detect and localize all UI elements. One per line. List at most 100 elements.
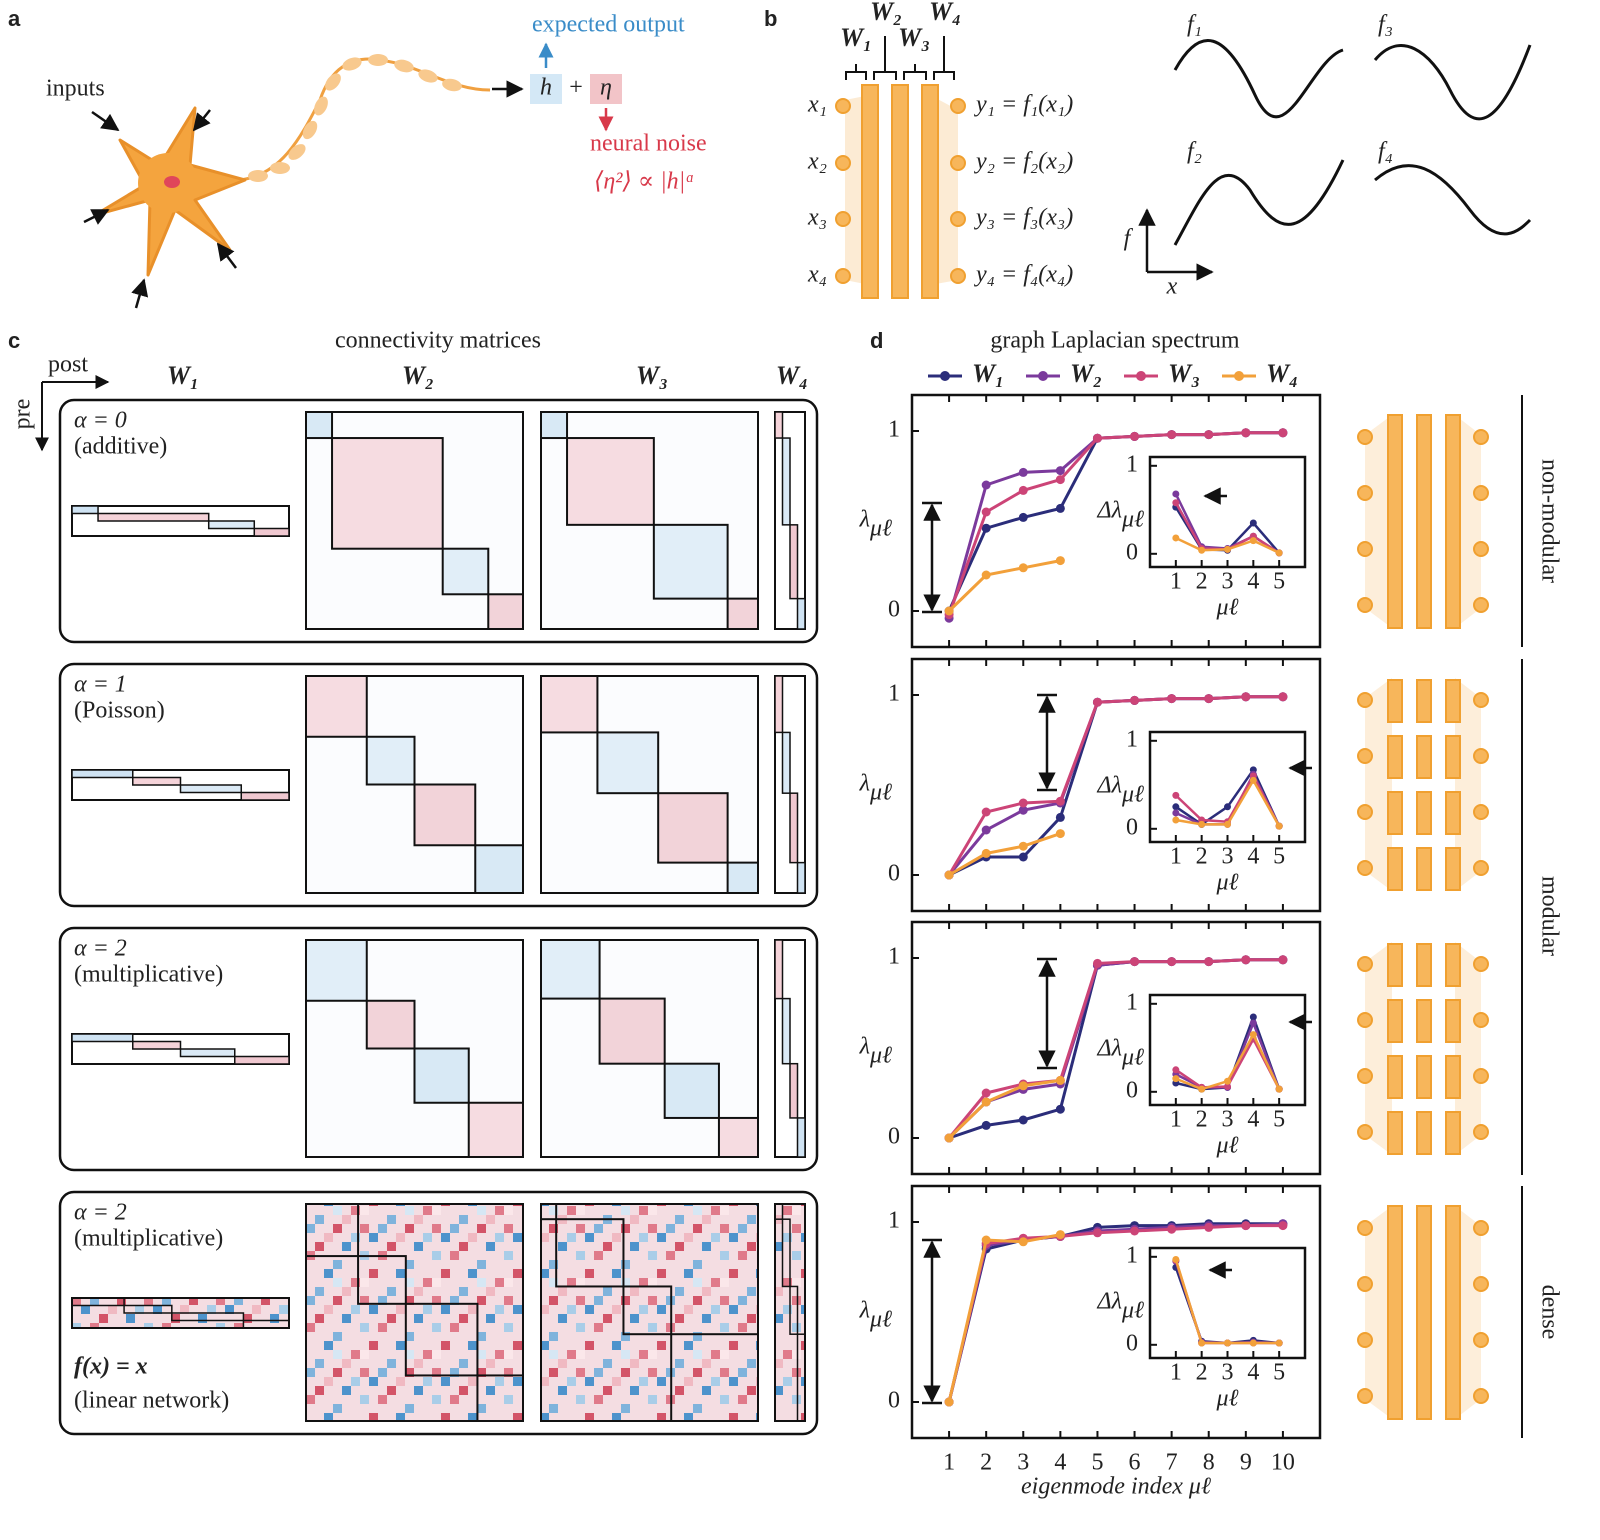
data-point (1055, 466, 1065, 476)
strip-block (240, 791, 290, 801)
y-axis-label-sub: μℓ (1121, 782, 1144, 808)
data-point (1055, 503, 1065, 513)
legend-marker (1038, 371, 1048, 381)
block-outline (404, 1302, 479, 1377)
block-outline (413, 1047, 470, 1104)
net-node (1473, 1124, 1489, 1140)
y-axis-label-sub: μℓ (1121, 507, 1144, 533)
data-point (1092, 1228, 1102, 1238)
net-bar (1445, 414, 1461, 629)
network-b (835, 36, 1532, 299)
net-node (1473, 541, 1489, 557)
matrix-block (306, 412, 333, 439)
net-node (1473, 860, 1489, 876)
data-point (1204, 430, 1214, 440)
block-outline (305, 411, 334, 440)
net-bar (1416, 679, 1432, 723)
net-node (1357, 860, 1373, 876)
matrix-block (541, 676, 598, 733)
data-point (981, 1235, 991, 1245)
data-point (1018, 512, 1028, 522)
net-node (1357, 485, 1373, 501)
matrix-block (468, 1102, 523, 1157)
net-node (1473, 1068, 1489, 1084)
matrix-block (653, 524, 728, 599)
function-label: f₂ (1187, 139, 1202, 165)
x-tick-label: 3 (1222, 1360, 1234, 1386)
data-point (1130, 695, 1140, 705)
data-point (1055, 1104, 1065, 1114)
net-node (1357, 1388, 1373, 1404)
panel-title: graph Laplacian spectrum (990, 328, 1240, 354)
function-label: f₃ (1378, 12, 1393, 38)
net-bar (1387, 999, 1403, 1043)
x-tick-label: 5 (1273, 569, 1285, 595)
data-point (1172, 534, 1180, 542)
data-point (1204, 694, 1214, 704)
y-tick-label: 1 (888, 417, 900, 443)
block-outline (596, 731, 660, 795)
net-bar (1445, 847, 1461, 891)
net-bar (1387, 847, 1403, 891)
net-node (1357, 804, 1373, 820)
column-label: W₂ (402, 361, 434, 390)
data-point (1055, 812, 1065, 822)
y-tick-label: 1 (1126, 1242, 1138, 1268)
pre-label: pre (10, 399, 36, 430)
data-point (1172, 1066, 1180, 1074)
x-tick-label: 3 (1222, 1107, 1234, 1133)
matrix-block (366, 736, 415, 785)
data-point (1278, 955, 1288, 965)
y-tick-label: 0 (1126, 539, 1138, 565)
x-tick-label: 1 (1170, 1360, 1182, 1386)
strip-block (97, 512, 210, 522)
x-tick-label: 3 (1222, 569, 1234, 595)
side-label: dense (1536, 1285, 1562, 1340)
y-tick-label: 0 (888, 861, 900, 887)
data-point (1275, 1339, 1283, 1347)
function-label: f₁ (1187, 12, 1202, 38)
net-bar (1416, 1205, 1432, 1420)
data-point (981, 480, 991, 490)
data-point (1198, 546, 1206, 554)
alpha-label: α = 0 (74, 408, 127, 434)
block-outline (540, 939, 601, 1000)
data-point (1172, 1075, 1180, 1083)
net-bar (1387, 791, 1403, 835)
data-point (1167, 430, 1177, 440)
data-point (1224, 803, 1231, 811)
block-outline (476, 1374, 524, 1423)
net-node (1473, 1332, 1489, 1348)
output-label: y₂ = f₂(x₂) (974, 149, 1073, 175)
alpha-label: α = 1 (74, 672, 127, 698)
strip-block (774, 411, 784, 439)
block-outline (365, 735, 416, 786)
inputs-label: inputs (46, 76, 105, 102)
strip-block (234, 1055, 290, 1065)
legend-marker (1234, 371, 1244, 381)
data-point (1130, 1226, 1140, 1236)
matrix-block (727, 862, 758, 893)
x-tick-label: 4 (1247, 1360, 1259, 1386)
block-outline (622, 1285, 673, 1336)
y-axis-label: Δλ (1097, 1289, 1122, 1315)
y-tick-label: 1 (888, 1208, 900, 1234)
x-axis-label: μℓ (1215, 870, 1238, 896)
series-line (948, 832, 1061, 877)
matrix-bg (540, 1203, 759, 1422)
net-node (1357, 956, 1373, 972)
panel-label: a (8, 6, 21, 31)
strip-block (781, 437, 791, 526)
net-node (1473, 1220, 1489, 1236)
data-point (1130, 957, 1140, 967)
net-node (1357, 1124, 1373, 1140)
x-tick-label: 2 (1196, 1360, 1208, 1386)
net-node (1473, 1276, 1489, 1292)
net-bar (1416, 999, 1432, 1043)
strip-block (179, 784, 243, 794)
data-point (1018, 1081, 1028, 1091)
post-label: post (48, 352, 88, 378)
data-point (1018, 852, 1028, 862)
strip-block (774, 1203, 784, 1220)
